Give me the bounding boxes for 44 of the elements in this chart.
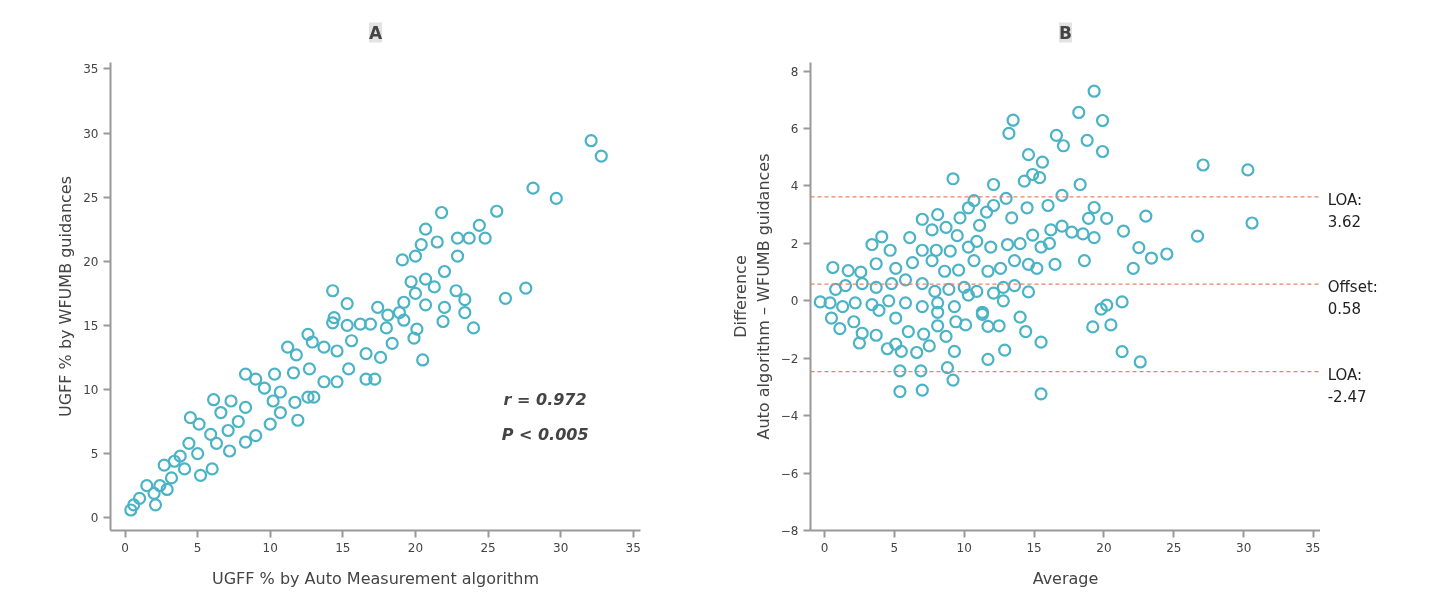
y-tick-label: 20: [83, 254, 99, 269]
y-tick-label: 5: [90, 447, 99, 462]
x-tick-label: 35: [625, 540, 641, 555]
y-axis-title: Difference Auto algorithm – WFUMB guidances: [731, 153, 773, 440]
y-tick-label: −2: [780, 351, 799, 366]
x-tick-label: 35: [1305, 540, 1321, 555]
x-tick-label: 10: [262, 540, 278, 555]
annotation: r = 0.972: [503, 389, 587, 409]
x-tick-label: 0: [121, 540, 129, 555]
chart-title: A: [368, 22, 383, 43]
x-tick-label: 25: [1166, 540, 1182, 555]
x-tick-label: 20: [1096, 540, 1112, 555]
y-tick-label: −8: [780, 524, 799, 538]
y-axis-title: UGFF % by WFUMB guidances: [56, 175, 76, 418]
ref-line-label: Offset: 0.58: [1327, 278, 1378, 318]
y-tick-label: 0: [790, 294, 799, 309]
x-tick-label: 15: [335, 540, 351, 555]
x-tick-label: 15: [1026, 540, 1042, 555]
x-axis-title: Average: [1032, 568, 1099, 588]
y-tick-label: 35: [83, 62, 99, 77]
y-tick-label: 6: [790, 122, 799, 137]
y-tick-label: −6: [780, 466, 799, 481]
x-axis-title: UGFF % by Auto Measurement algorithm: [212, 568, 539, 588]
x-tick-label: 25: [480, 540, 496, 555]
x-tick-label: 5: [193, 540, 202, 555]
chart-title: B: [1059, 22, 1072, 43]
x-tick-label: 30: [1236, 540, 1252, 555]
y-tick-label: 0: [90, 511, 99, 526]
ref-line-label: LOA: 3.62: [1327, 191, 1363, 231]
x-tick-label: 10: [956, 540, 972, 555]
y-tick-label: 15: [83, 318, 99, 333]
x-tick-label: 0: [820, 540, 829, 555]
x-tick-label: 5: [890, 540, 899, 555]
y-tick-label: 4: [790, 179, 799, 194]
y-tick-label: 2: [790, 236, 799, 251]
y-tick-label: −4: [780, 409, 799, 424]
ref-line-label: LOA: -2.47: [1327, 365, 1367, 406]
y-tick-label: 30: [83, 126, 99, 141]
annotation: P < 0.005: [501, 424, 589, 444]
y-tick-label: 25: [83, 190, 99, 205]
x-tick-label: 20: [407, 540, 424, 555]
y-tick-label: 8: [790, 64, 799, 79]
y-tick-label: 10: [83, 382, 99, 397]
x-tick-label: 30: [553, 540, 569, 555]
